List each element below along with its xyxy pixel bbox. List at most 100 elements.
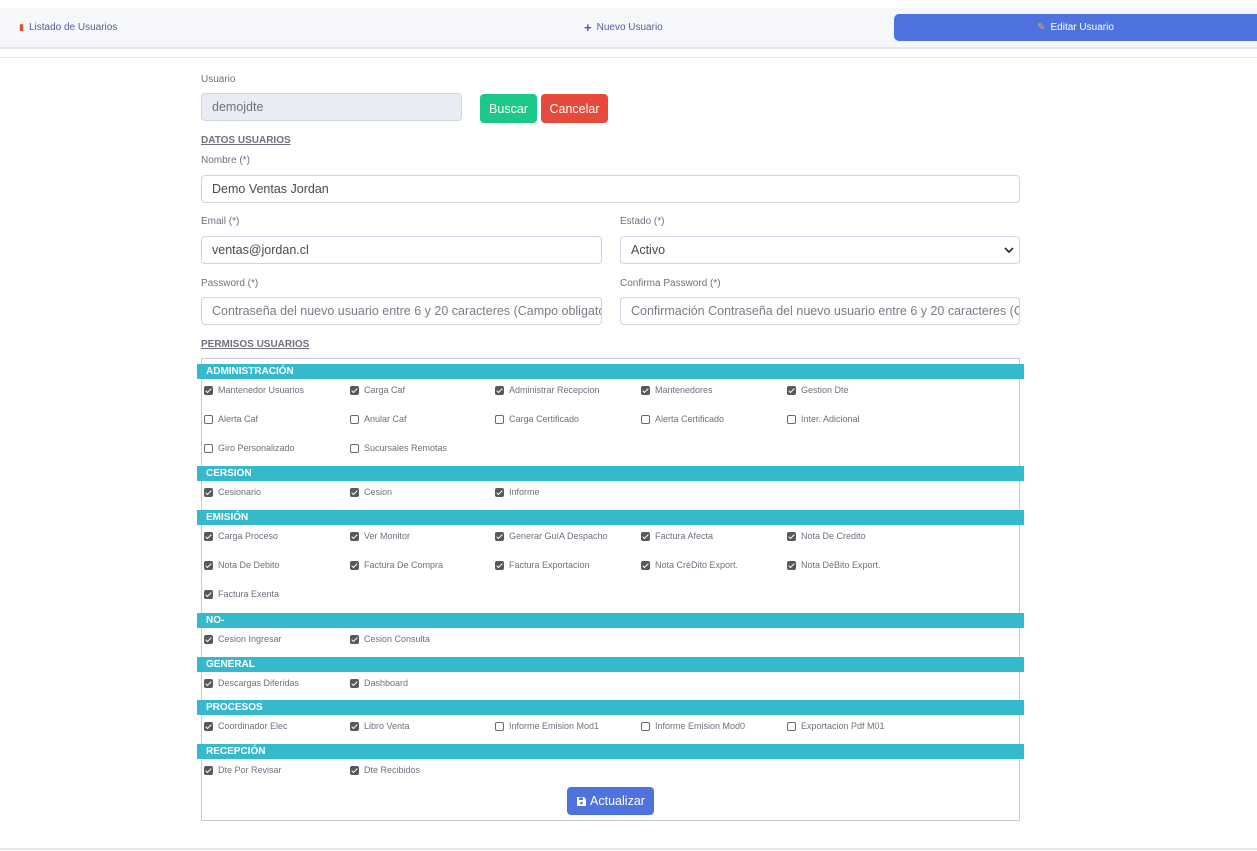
email-field[interactable]: ventas@jordan.cl — [201, 236, 602, 264]
checkbox-unchecked-icon[interactable] — [350, 414, 359, 424]
actualizar-button[interactable]: Actualizar — [567, 787, 654, 815]
permission-label: Factura Exportacion — [509, 560, 590, 570]
permission-checkbox[interactable]: Factura Exenta — [204, 589, 279, 599]
checkbox-checked-icon[interactable] — [204, 589, 213, 599]
permission-checkbox[interactable]: Informe Emision Mod0 — [641, 721, 745, 731]
permission-checkbox[interactable]: Gestion Dte — [787, 385, 849, 395]
permission-checkbox[interactable]: Informe Emision Mod1 — [495, 721, 599, 731]
permission-checkbox[interactable]: Alerta Certificado — [641, 414, 724, 424]
permission-checkbox[interactable]: Nota De Credito — [787, 531, 866, 541]
permission-checkbox[interactable]: Cesion — [350, 487, 392, 497]
permission-checkbox[interactable]: Ver Monitor — [350, 531, 410, 541]
permission-checkbox[interactable]: Libro Venta — [350, 721, 410, 731]
confirma-password-field[interactable]: Confirmación Contraseña del nuevo usuari… — [620, 297, 1020, 325]
checkbox-checked-icon[interactable] — [204, 560, 213, 570]
checkbox-unchecked-icon[interactable] — [495, 414, 504, 424]
permission-checkbox[interactable]: Descargas Diferidas — [204, 678, 299, 688]
permission-checkbox[interactable]: Factura De Compra — [350, 560, 443, 570]
permission-checkbox[interactable]: Sucursales Remotas — [350, 443, 447, 453]
checkbox-unchecked-icon[interactable] — [641, 721, 650, 731]
checkbox-checked-icon[interactable] — [204, 678, 213, 688]
permission-checkbox[interactable]: Exportacion Pdf M01 — [787, 721, 885, 731]
tab-listado-usuarios[interactable]: ▮ Listado de Usuarios — [19, 8, 117, 47]
permission-label: Cesion — [364, 487, 393, 497]
permission-checkbox[interactable]: Cesion Ingresar — [204, 634, 282, 644]
checkbox-unchecked-icon[interactable] — [204, 443, 213, 453]
permission-checkbox[interactable]: Alerta Caf — [204, 414, 258, 424]
permission-checkbox[interactable]: Carga Proceso — [204, 531, 278, 541]
permission-checkbox[interactable]: Nota CréDito Export. — [641, 560, 738, 570]
checkbox-checked-icon[interactable] — [787, 385, 796, 395]
permission-label: Dte Por Revisar — [218, 765, 282, 775]
checkbox-unchecked-icon[interactable] — [350, 443, 359, 453]
permission-checkbox[interactable]: Factura Afecta — [641, 531, 713, 541]
checkbox-checked-icon[interactable] — [350, 721, 359, 731]
permission-checkbox[interactable]: Dashboard — [350, 678, 408, 688]
permission-checkbox[interactable]: Mantenedor Usuarios — [204, 385, 304, 395]
checkbox-checked-icon[interactable] — [204, 487, 213, 497]
checkbox-checked-icon[interactable] — [495, 531, 504, 541]
estado-select[interactable]: Activo — [620, 236, 1020, 264]
checkbox-checked-icon[interactable] — [204, 634, 213, 644]
password-field[interactable]: Contraseña del nuevo usuario entre 6 y 2… — [201, 297, 602, 325]
email-label: Email (*) — [201, 216, 240, 227]
checkbox-checked-icon[interactable] — [350, 765, 359, 775]
usuario-search-input[interactable]: demojdte — [201, 93, 462, 121]
permission-checkbox[interactable]: Dte Recibidos — [350, 765, 420, 775]
checkbox-unchecked-icon[interactable] — [204, 414, 213, 424]
permission-checkbox[interactable]: Giro Personalizado — [204, 443, 295, 453]
permission-label: Dashboard — [364, 678, 409, 688]
permission-label: Factura De Compra — [364, 560, 444, 570]
checkbox-checked-icon[interactable] — [204, 385, 213, 395]
checkbox-unchecked-icon[interactable] — [787, 414, 796, 424]
checkbox-checked-icon[interactable] — [204, 765, 213, 775]
checkbox-checked-icon[interactable] — [495, 560, 504, 570]
checkbox-checked-icon[interactable] — [350, 385, 359, 395]
permission-checkbox[interactable]: Carga Caf — [350, 385, 405, 395]
checkbox-checked-icon[interactable] — [204, 721, 213, 731]
checkbox-checked-icon[interactable] — [641, 560, 650, 570]
checkbox-checked-icon[interactable] — [787, 560, 796, 570]
checkbox-checked-icon[interactable] — [495, 385, 504, 395]
permission-checkbox[interactable]: Nota De Debito — [204, 560, 280, 570]
permission-checkbox[interactable]: Dte Por Revisar — [204, 765, 282, 775]
checkbox-unchecked-icon[interactable] — [495, 721, 504, 731]
checkbox-checked-icon[interactable] — [350, 678, 359, 688]
tab-editar-usuario[interactable]: ✎ Editar Usuario — [894, 14, 1257, 41]
checkbox-checked-icon[interactable] — [350, 531, 359, 541]
checkbox-checked-icon[interactable] — [641, 385, 650, 395]
checkbox-unchecked-icon[interactable] — [787, 721, 796, 731]
nombre-field[interactable]: Demo Ventas Jordan — [201, 175, 1020, 203]
permission-checkbox[interactable]: Cesionario — [204, 487, 261, 497]
permission-label: Cesionario — [218, 487, 262, 497]
cancelar-button[interactable]: Cancelar — [541, 94, 608, 123]
permission-checkbox[interactable]: Carga Certificado — [495, 414, 579, 424]
permission-checkbox[interactable]: Nota DéBito Export. — [787, 560, 881, 570]
permission-checkbox[interactable]: Mantenedores — [641, 385, 713, 395]
permission-label: Factura Afecta — [655, 531, 714, 541]
permission-label: Coordinador Elec — [218, 721, 288, 731]
save-icon — [577, 796, 587, 806]
permission-label: Informe — [509, 487, 540, 497]
permission-checkbox[interactable]: Cesion Consulta — [350, 634, 430, 644]
permission-group-header: ADMINISTRACIÓN — [197, 364, 1024, 379]
buscar-button[interactable]: Buscar — [480, 94, 537, 123]
permission-checkbox[interactable]: Generar GuíA Despacho — [495, 531, 608, 541]
permission-checkbox[interactable]: Informe — [495, 487, 540, 497]
permission-checkbox[interactable]: Inter. Adicional — [787, 414, 860, 424]
permission-checkbox[interactable]: Anular Caf — [350, 414, 407, 424]
checkbox-checked-icon[interactable] — [204, 531, 213, 541]
checkbox-checked-icon[interactable] — [641, 531, 650, 541]
datos-usuarios-title: DATOS USUARIOS — [201, 135, 291, 146]
checkbox-unchecked-icon[interactable] — [641, 414, 650, 424]
permission-checkbox[interactable]: Coordinador Elec — [204, 721, 288, 731]
checkbox-checked-icon[interactable] — [495, 487, 504, 497]
tab-nuevo-usuario[interactable]: + Nuevo Usuario — [584, 8, 663, 47]
checkbox-checked-icon[interactable] — [350, 487, 359, 497]
permission-checkbox[interactable]: Administrar Recepcion — [495, 385, 600, 395]
checkbox-checked-icon[interactable] — [787, 531, 796, 541]
checkbox-checked-icon[interactable] — [350, 560, 359, 570]
permission-group-header: RECEPCIÓN — [197, 744, 1024, 759]
permission-checkbox[interactable]: Factura Exportacion — [495, 560, 590, 570]
checkbox-checked-icon[interactable] — [350, 634, 359, 644]
